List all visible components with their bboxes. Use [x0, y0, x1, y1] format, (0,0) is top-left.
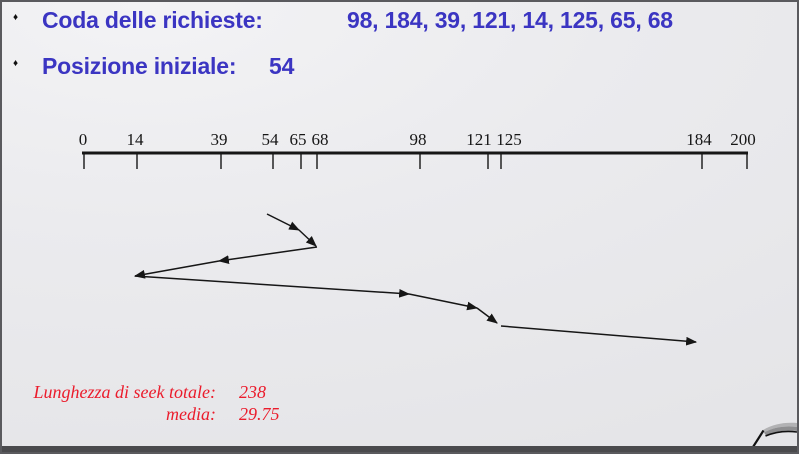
- seek-total-label: Lunghezza di seek totale:: [33, 382, 216, 402]
- seek-total-value: 238: [239, 382, 266, 402]
- seek-arrow: [134, 275, 411, 298]
- axis-tick-label: 200: [730, 130, 756, 149]
- seek-arrow: [298, 229, 317, 247]
- seek-arrow: [133, 260, 220, 279]
- request-queue-label: Coda delle richieste:: [42, 7, 263, 33]
- summary-row: media: 29.75: [22, 404, 280, 426]
- bottom-bar: [2, 446, 797, 452]
- axis-tick-label: 14: [127, 130, 145, 149]
- bullet-icon: ♦: [13, 58, 19, 69]
- request-queue-values: 98, 184, 39, 121, 14, 125, 65, 68: [347, 7, 673, 33]
- axis-tick-label: 125: [496, 130, 522, 149]
- axis-tick-label: 98: [410, 130, 427, 149]
- axis-tick-label: 184: [686, 130, 712, 149]
- seek-arrow: [476, 307, 498, 324]
- seek-arrow: [266, 213, 300, 231]
- seek-average-label: media:: [166, 404, 216, 424]
- seek-arrow: [408, 293, 479, 311]
- bullet-icon: ♦: [13, 12, 19, 23]
- initial-position-value: 54: [269, 53, 295, 79]
- seek-arrow: [500, 325, 698, 346]
- seek-summary: Lunghezza di seek totale: 238 media: 29.…: [22, 382, 280, 426]
- axis-tick-label: 65: [290, 130, 307, 149]
- axis-tick-label: 121: [466, 130, 492, 149]
- axis-tick-label: 39: [211, 130, 228, 149]
- seek-average-value: 29.75: [239, 404, 280, 424]
- axis-tick-label: 0: [79, 130, 88, 149]
- summary-row: Lunghezza di seek totale: 238: [22, 382, 280, 404]
- axis-tick-label: 68: [312, 130, 329, 149]
- axis-tick-label: 54: [262, 130, 280, 149]
- initial-position-label: Posizione iniziale:: [42, 53, 237, 79]
- corner-swoosh-icon: [752, 422, 797, 447]
- seek-arrow: [217, 246, 318, 264]
- seek-path-arrows: [133, 213, 698, 346]
- number-line-axis: 0 14 39 54 65 68 98 121 125 184 200: [79, 130, 756, 169]
